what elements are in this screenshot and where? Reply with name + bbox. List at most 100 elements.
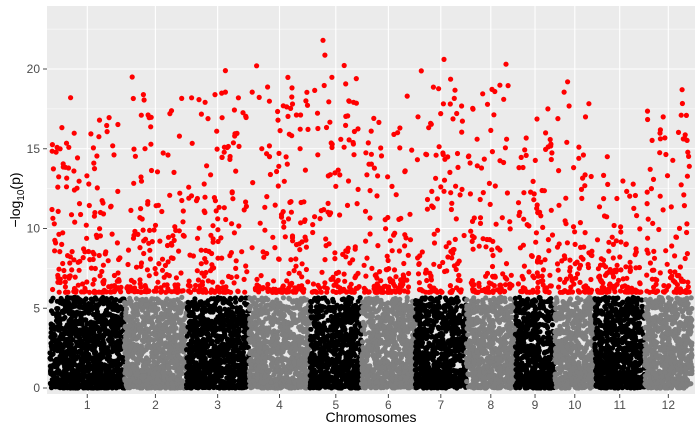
point-chr1 [62,314,68,321]
point-chr5 [353,307,359,313]
point-chr3 [218,360,224,366]
point-chr5 [316,296,322,302]
point-chr4 [271,318,277,324]
point-chr4 [253,326,259,332]
point-chr1 [62,374,68,380]
point-chr1 [80,345,87,351]
point-chr3 [239,320,245,326]
point-chr4 [288,350,294,356]
point-chr3 [211,326,217,332]
point-chr5 [318,337,324,343]
point-chr2 [123,309,129,315]
point-chr5 [354,320,360,326]
point-chr5 [342,341,348,347]
point-chr2 [122,364,128,370]
point-chr3 [238,296,245,302]
point-chr4 [299,346,305,352]
point-chr2 [157,316,163,322]
point-chr1 [117,355,123,361]
point-chr4 [259,297,265,303]
point-chr1 [67,372,73,378]
point-chr1 [50,378,56,384]
point-chr1 [50,322,56,328]
point-chr1 [68,330,74,336]
point-chr1 [84,307,90,313]
point-chr2 [153,349,159,355]
point-chr5 [324,384,330,390]
point-chr1 [74,381,81,387]
point-chr5 [337,379,343,385]
point-chr3 [208,365,214,371]
point-chr1 [56,384,62,390]
point-chr1 [80,370,87,376]
point-chr5 [349,383,355,389]
point-chr1 [113,333,119,339]
point-chr3 [185,305,192,311]
point-chr1 [79,299,85,305]
point-chr3 [208,349,214,355]
point-chr4 [296,338,303,344]
point-chr2 [134,312,140,318]
point-chr1 [93,377,99,383]
point-chr5 [309,342,315,348]
point-chr3 [226,307,232,313]
point-chr2 [170,318,176,324]
point-chr4 [268,301,274,307]
point-chr2 [134,358,140,364]
point-chr5 [318,378,324,384]
point-chr5 [339,348,345,354]
point-chr5 [333,303,340,309]
point-chr3 [184,333,190,339]
point-chr2 [149,350,155,356]
point-chr1 [110,361,117,368]
point-chr1 [92,323,98,329]
point-chr3 [190,311,196,317]
point-chr1 [98,372,104,378]
point-chr5 [355,340,361,346]
point-chr4 [259,309,266,315]
point-chr3 [195,354,202,360]
point-chr4 [280,344,286,350]
point-chr1 [77,310,83,316]
point-chr2 [148,336,154,343]
point-chr1 [99,380,105,386]
point-chr1 [49,352,55,358]
point-chr1 [57,321,63,327]
point-chr4 [254,367,260,373]
point-chr1 [115,325,121,331]
point-chr3 [185,299,191,305]
point-chr6 [376,353,382,359]
point-chr3 [227,301,234,307]
point-chr2 [169,380,175,386]
point-chr1 [63,380,69,386]
point-chr5 [336,364,342,370]
point-chr1 [48,340,54,346]
point-chr3 [225,346,231,352]
point-chr5 [333,357,339,363]
point-chr1 [73,333,80,339]
point-chr5 [346,294,352,301]
point-chr4 [291,385,297,391]
point-chr3 [229,371,235,377]
point-chr1 [93,341,99,347]
point-chr3 [217,308,223,314]
point-chr2 [139,374,145,380]
point-chr4 [255,358,261,364]
point-chr2 [153,310,159,316]
point-chr5 [317,323,323,329]
point-chr3 [197,342,203,348]
point-chr4 [301,353,307,359]
point-chr1 [55,369,61,375]
point-chr2 [124,371,130,377]
point-chr4 [260,364,266,370]
point-chr4 [262,355,268,361]
point-chr3 [222,331,228,337]
point-chr4 [280,357,286,363]
point-chr1 [71,352,77,358]
point-chr4 [248,303,254,309]
point-chr5 [341,376,347,382]
point-chr3 [191,305,197,312]
point-chr1 [68,324,74,330]
point-chr2 [155,378,162,384]
point-chr1 [106,354,112,360]
